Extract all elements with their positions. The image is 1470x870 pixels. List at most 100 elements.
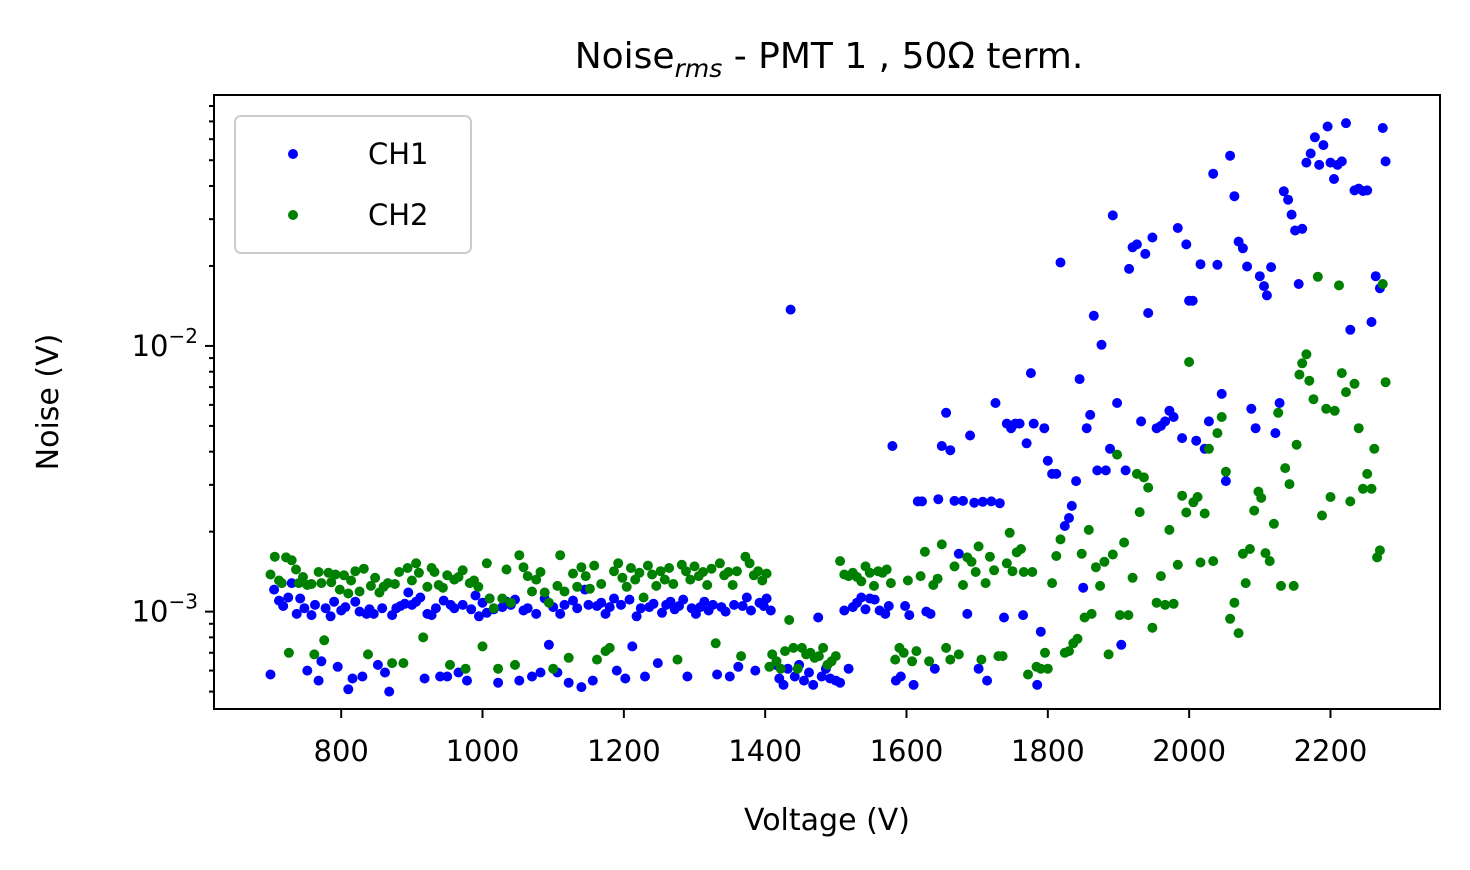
- data-point-ch1: [380, 667, 390, 678]
- data-point-ch1: [265, 669, 276, 680]
- data-point-ch2: [1035, 663, 1046, 674]
- data-point-ch1: [1259, 281, 1269, 292]
- data-point-ch2: [522, 571, 533, 582]
- data-point-ch1: [332, 661, 343, 672]
- data-point-ch2: [265, 569, 276, 580]
- data-point-ch1: [1092, 465, 1103, 476]
- data-point-ch2: [1143, 482, 1154, 493]
- data-point-ch1: [620, 673, 631, 684]
- data-point-ch1: [1039, 423, 1050, 434]
- data-point-ch1: [1025, 368, 1036, 379]
- data-point-ch1: [1278, 186, 1289, 197]
- data-point-ch2: [1064, 646, 1074, 657]
- data-point-ch2: [813, 651, 824, 662]
- legend-marker-ch2: [288, 210, 298, 220]
- data-point-ch2: [919, 546, 930, 557]
- data-point-ch1: [737, 601, 748, 611]
- data-point-ch2: [309, 649, 320, 660]
- data-point-ch2: [1212, 428, 1223, 439]
- data-point-ch1: [1216, 388, 1227, 399]
- data-point-ch2: [514, 550, 525, 561]
- data-point-ch2: [1249, 505, 1260, 516]
- data-point-ch1: [368, 608, 379, 619]
- data-point-ch1: [782, 663, 793, 674]
- data-point-ch1: [435, 671, 446, 682]
- data-point-ch1: [493, 677, 504, 688]
- data-point-ch2: [915, 571, 926, 582]
- data-point-ch1: [949, 495, 960, 506]
- data-point-ch1: [1032, 679, 1043, 690]
- data-point-ch2: [1181, 507, 1192, 518]
- data-point-ch1: [712, 669, 723, 680]
- data-point-ch1: [962, 608, 973, 619]
- data-point-ch1: [1314, 159, 1325, 170]
- data-point-ch2: [1240, 578, 1251, 589]
- data-point-ch2: [835, 556, 846, 567]
- data-point-ch2: [989, 565, 1000, 576]
- data-point-ch2: [642, 560, 653, 571]
- plot-area-frame: [213, 94, 1441, 710]
- data-point-ch2: [953, 649, 964, 660]
- data-point-ch2: [780, 646, 790, 657]
- data-point-ch1: [1380, 156, 1391, 167]
- data-point-ch1: [1081, 423, 1092, 434]
- data-point-ch2: [1134, 507, 1145, 518]
- data-point-ch2: [1264, 556, 1275, 567]
- data-point-ch2: [1288, 580, 1299, 591]
- data-point-ch2: [1233, 628, 1244, 639]
- data-point-ch1: [1124, 263, 1135, 274]
- data-point-ch1: [1021, 438, 1032, 449]
- data-point-ch1: [1261, 290, 1272, 301]
- data-point-ch1: [1147, 232, 1158, 243]
- data-point-ch2: [1155, 571, 1166, 582]
- data-point-ch2: [621, 581, 632, 592]
- data-point-ch2: [484, 593, 495, 604]
- data-point-ch2: [1168, 598, 1179, 609]
- data-point-ch1: [973, 663, 984, 674]
- data-point-ch1: [785, 304, 796, 315]
- data-point-ch2: [1090, 562, 1101, 573]
- data-point-ch1: [1318, 140, 1329, 151]
- data-point-ch2: [714, 558, 725, 569]
- data-point-ch2: [1086, 608, 1097, 619]
- data-point-ch1: [1181, 239, 1192, 250]
- data-point-ch1: [908, 679, 919, 690]
- data-point-ch1: [531, 608, 542, 619]
- data-point-ch2: [387, 658, 398, 669]
- data-point-ch1: [609, 593, 619, 604]
- data-point-ch1: [1172, 223, 1183, 233]
- data-point-ch1: [945, 445, 956, 456]
- data-point-ch1: [291, 608, 302, 619]
- y-tick-label: 10−2: [132, 324, 198, 363]
- data-point-ch1: [347, 673, 358, 684]
- data-point-ch1: [1362, 185, 1373, 196]
- data-point-ch2: [1160, 599, 1171, 610]
- data-point-ch2: [1184, 357, 1195, 367]
- data-point-ch1: [929, 663, 940, 674]
- data-point-ch1: [1168, 412, 1179, 422]
- axis-ticks: 800 1000 1200 1400 1600 1800 2000 2200 10−3 10−2: [132, 104, 1367, 768]
- data-point-ch1: [1066, 500, 1077, 511]
- data-point-ch2: [394, 567, 405, 577]
- data-point-ch1: [1088, 310, 1099, 321]
- data-point-ch2: [984, 551, 995, 562]
- data-point-ch1: [648, 598, 659, 609]
- data-point-ch2: [543, 597, 554, 608]
- y-axis-label: Noise (V): [31, 334, 66, 471]
- data-point-ch1: [1309, 132, 1320, 143]
- data-point-ch2: [286, 555, 297, 566]
- data-point-ch1: [887, 441, 898, 451]
- data-point-ch2: [555, 550, 566, 561]
- data-point-ch2: [997, 651, 1008, 662]
- data-point-ch1: [313, 675, 324, 686]
- data-point-ch1: [466, 604, 477, 615]
- data-point-ch2: [1284, 479, 1295, 490]
- data-point-ch1: [1336, 156, 1347, 167]
- data-point-ch1: [724, 671, 735, 682]
- data-point-ch2: [771, 656, 782, 667]
- data-point-ch1: [699, 596, 710, 607]
- data-point-ch2: [945, 654, 956, 665]
- data-point-ch2: [477, 641, 488, 652]
- data-point-ch2: [283, 647, 294, 658]
- data-point-ch1: [1208, 168, 1219, 179]
